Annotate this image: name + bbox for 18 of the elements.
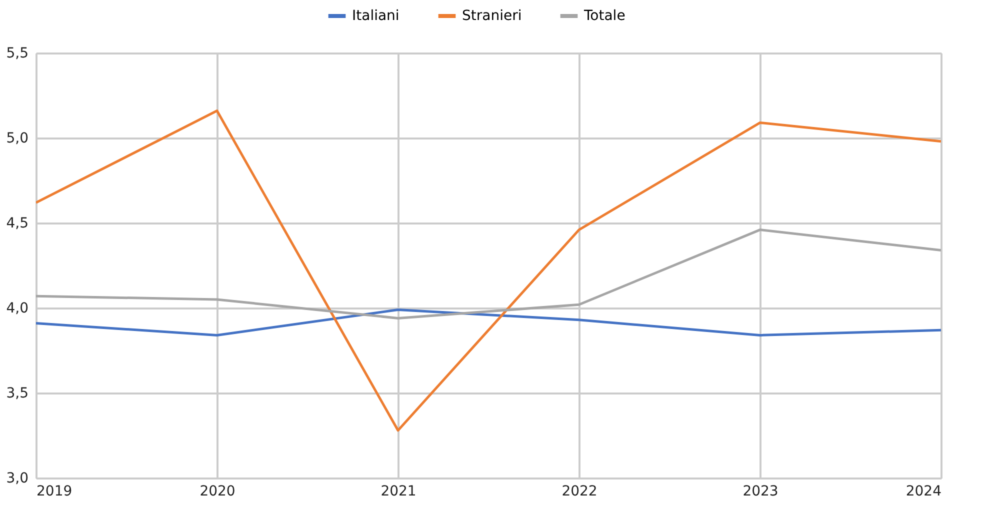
x-tick-label: 2019 bbox=[36, 484, 72, 500]
line-series bbox=[36, 228, 941, 320]
x-tick-label: 2020 bbox=[200, 484, 236, 500]
line-series bbox=[36, 110, 941, 432]
y-tick-label: 3,5 bbox=[6, 386, 28, 402]
x-tick-label: 2022 bbox=[562, 484, 598, 500]
y-tick-label: 5,5 bbox=[6, 46, 28, 62]
y-tick-label: 5,0 bbox=[6, 130, 28, 146]
y-tick-label: 3,0 bbox=[6, 470, 28, 486]
line-series bbox=[36, 308, 941, 336]
y-tick-label: 4,5 bbox=[6, 216, 28, 232]
x-tick-label: 2023 bbox=[742, 484, 778, 500]
x-tick-label: 2024 bbox=[906, 484, 942, 500]
legend-label: Italiani bbox=[352, 8, 400, 24]
legend-label: Stranieri bbox=[462, 8, 522, 24]
y-tick-label: 4,0 bbox=[6, 300, 28, 316]
x-tick-label: 2021 bbox=[380, 484, 416, 500]
legend-label: Totale bbox=[583, 8, 626, 24]
